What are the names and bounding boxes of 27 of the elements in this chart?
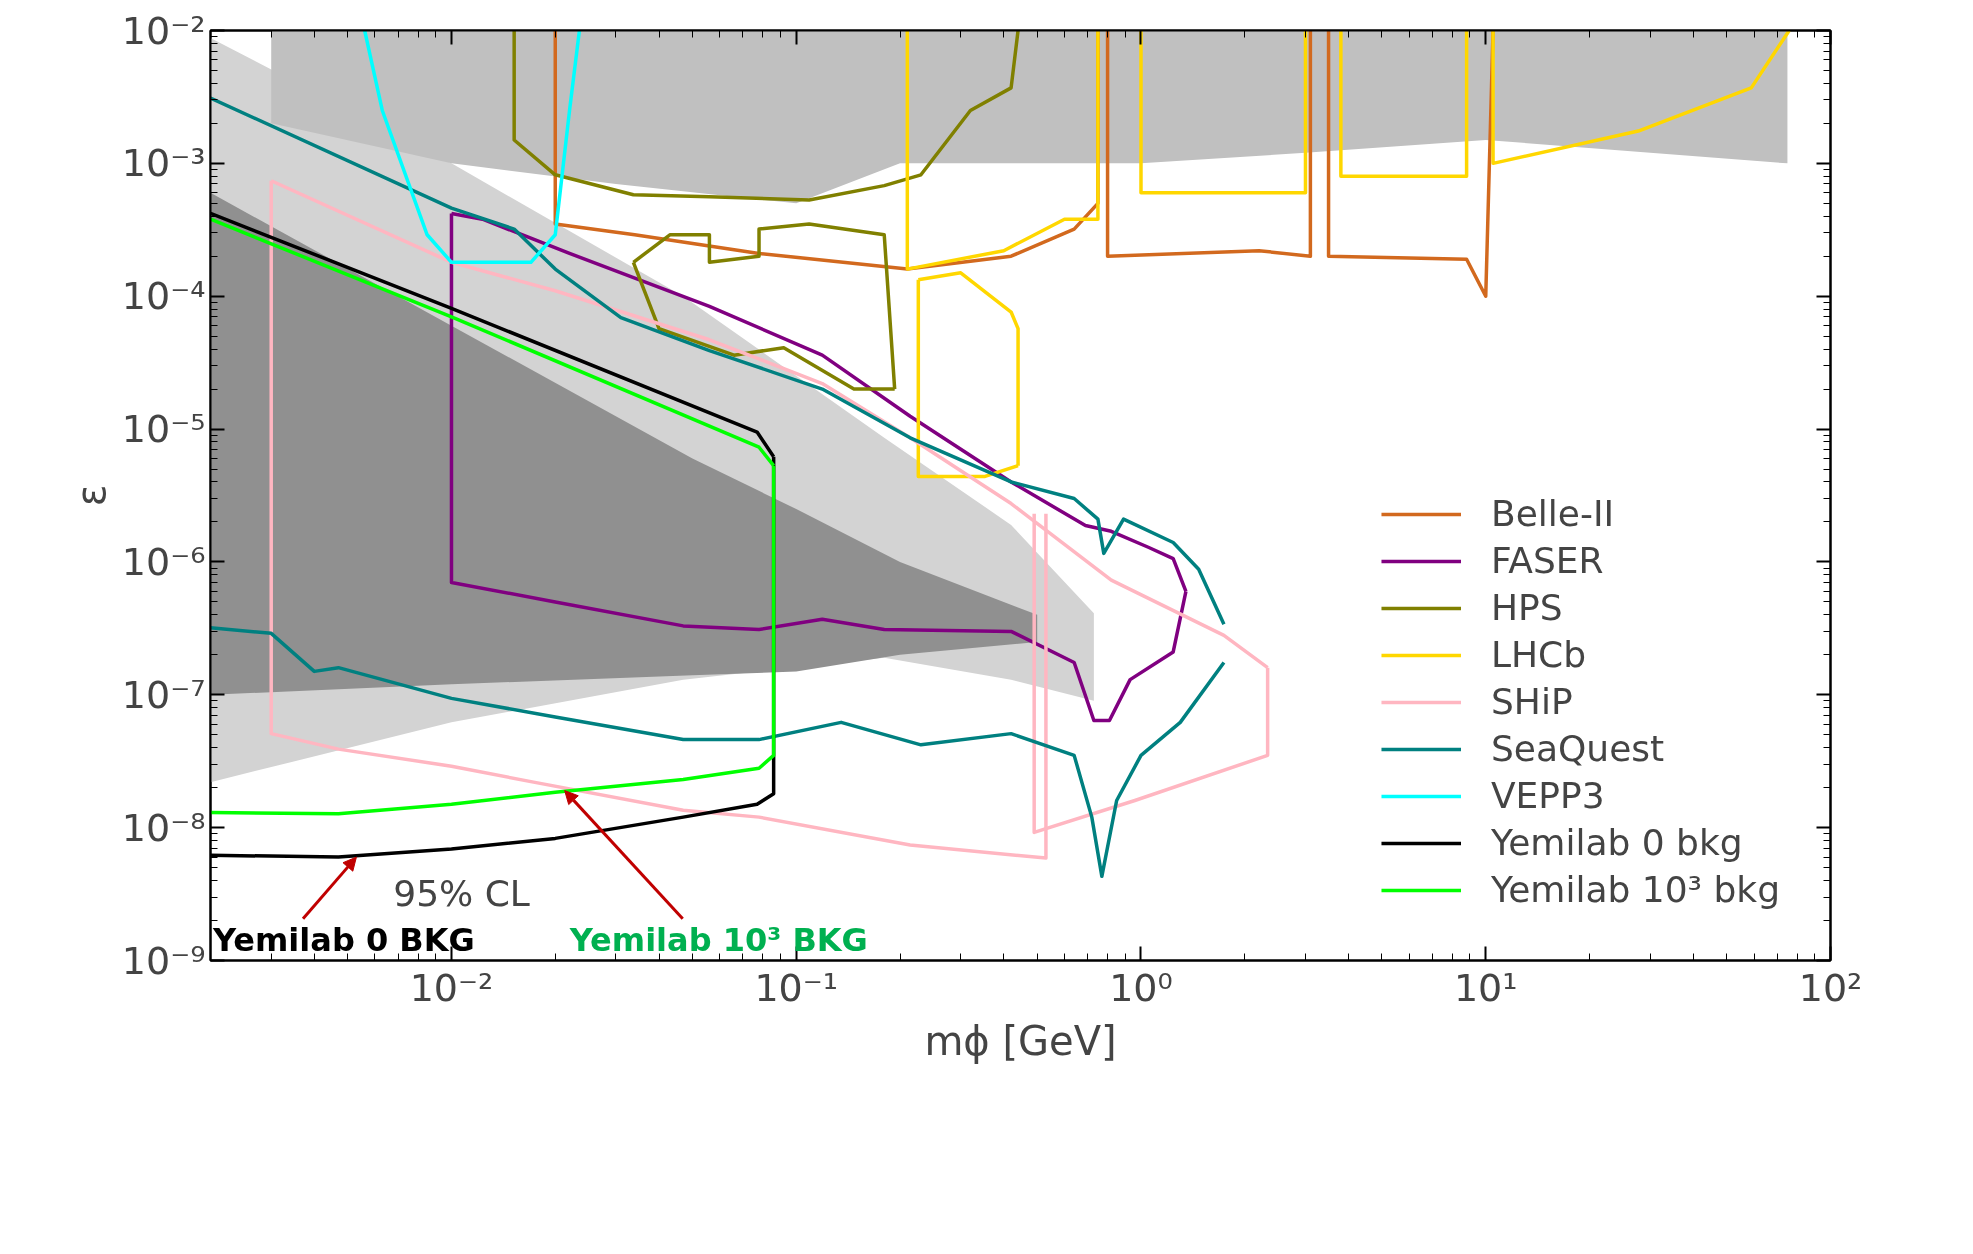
y-tick-label: 10⁻⁶ bbox=[121, 539, 206, 584]
y-tick-label: 10⁻² bbox=[121, 8, 206, 53]
legend-label: LHCb bbox=[1490, 634, 1587, 675]
x-tick-label: 10⁻² bbox=[409, 965, 494, 1010]
y-tick-label: 10⁻⁵ bbox=[121, 407, 206, 452]
legend-label: Belle-II bbox=[1490, 493, 1615, 534]
y-tick-label: 10⁻⁷ bbox=[121, 672, 206, 717]
x-tick-label: 10¹ bbox=[1453, 965, 1518, 1010]
annotation: Yemilab 10³ BKG bbox=[568, 921, 868, 960]
x-tick-label: 10² bbox=[1798, 965, 1863, 1010]
y-tick-label: 10⁻⁹ bbox=[121, 938, 206, 983]
annotation: 95% CL bbox=[393, 873, 530, 914]
legend-label: VEPP3 bbox=[1490, 775, 1605, 816]
x-tick-label: 10⁰ bbox=[1109, 965, 1173, 1010]
y-tick-label: 10⁻³ bbox=[121, 141, 206, 186]
y-tick-label: 10⁻⁸ bbox=[121, 805, 206, 850]
x-tick-label: 10⁻¹ bbox=[754, 965, 839, 1010]
legend-label: SeaQuest bbox=[1490, 728, 1665, 769]
legend-label: Yemilab 0 bkg bbox=[1490, 822, 1743, 863]
y-axis-title: ε bbox=[67, 484, 114, 507]
annotation: Yemilab 0 BKG bbox=[212, 921, 475, 960]
x-axis-title: mϕ [GeV] bbox=[924, 1017, 1117, 1064]
legend-label: FASER bbox=[1490, 540, 1604, 581]
legend-label: Yemilab 10³ bkg bbox=[1490, 869, 1780, 910]
y-tick-label: 10⁻⁴ bbox=[121, 274, 206, 319]
legend-label: SHiP bbox=[1490, 681, 1573, 722]
legend-label: HPS bbox=[1490, 587, 1563, 628]
